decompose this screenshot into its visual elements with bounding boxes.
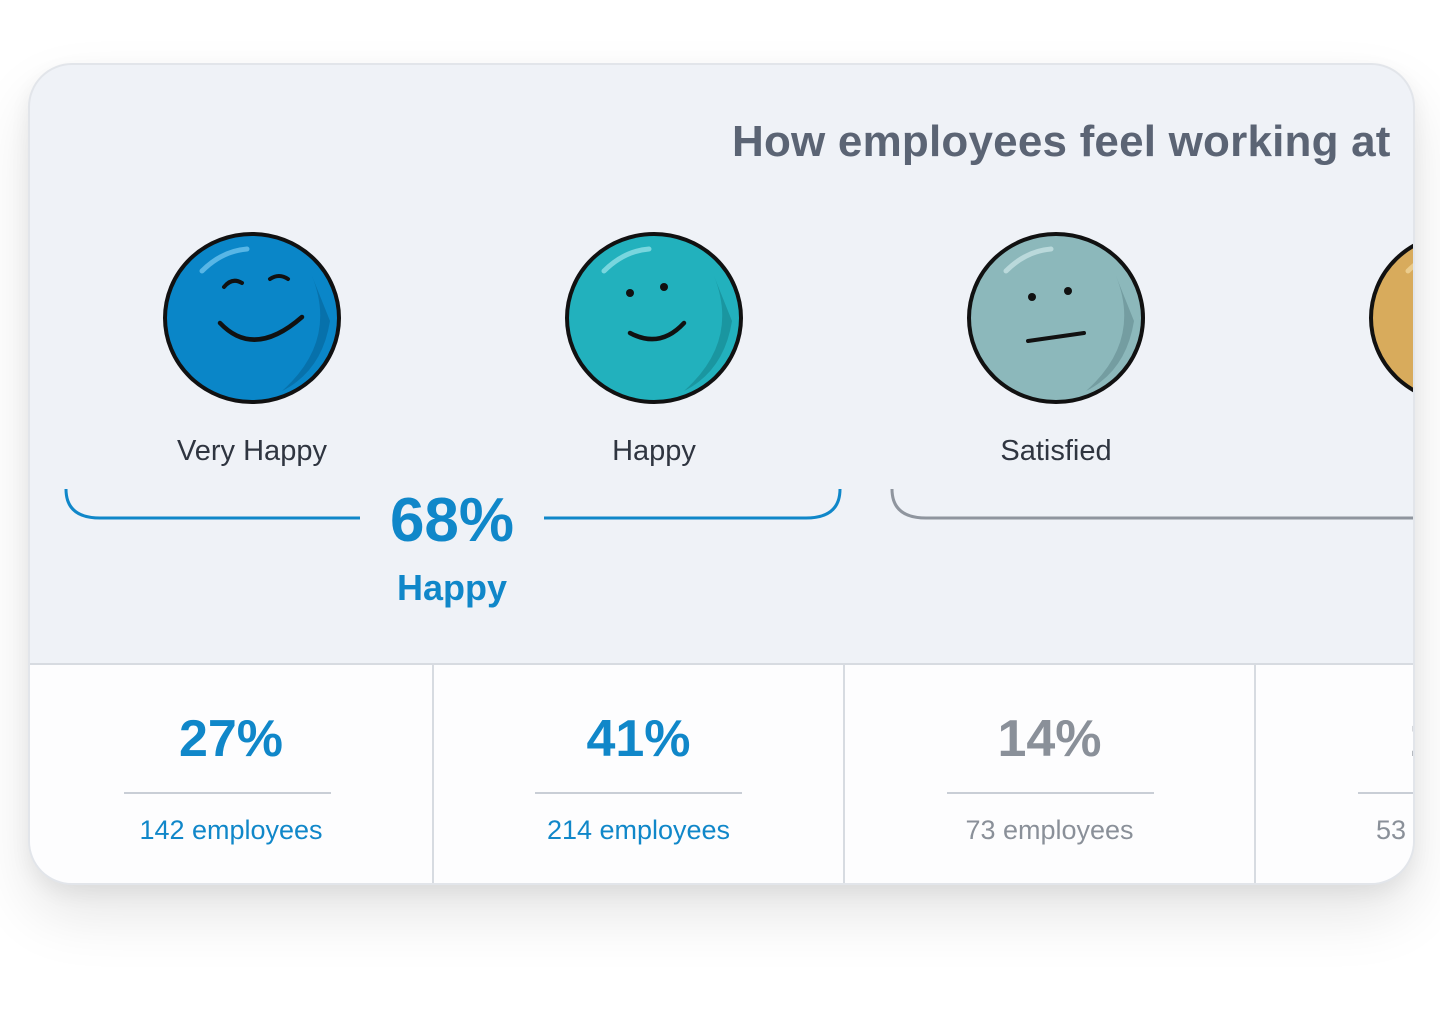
unhappy-group-bracket [890,488,1413,520]
stat-cell-unhappy: 1 53 e [1256,665,1413,883]
happy-face-icon [564,231,744,405]
mood-label-satisfied: Satisfied [1000,435,1112,467]
happy-summary-label: Happy [396,567,508,608]
happy-summary-percent: 68% [389,486,515,555]
stat-percent: 41% [586,710,691,768]
stat-divider [947,792,1154,794]
happy-group-bracket [64,488,1413,520]
stat-employee-count: 142 employees [139,815,323,845]
stat-divider [124,792,331,794]
mood-summary-card: How employees feel working at Very Happy… [28,63,1415,885]
mood-label-happy: Happy [612,435,696,467]
very-happy-face-icon [162,231,342,405]
neutral-face-icon [966,231,1146,405]
stat-percent: 1 [1238,709,1413,769]
stat-employee-count: 214 employees [546,815,731,845]
stat-employee-count: 53 e [1376,815,1413,845]
stat-percent: 14% [997,710,1102,768]
stat-divider [1358,792,1413,794]
mood-label-very-happy: Very Happy [177,435,327,467]
stat-cell-satisfied: 14% 73 employees [845,665,1256,883]
stat-employee-count: 73 employees [965,815,1134,845]
stat-divider [535,792,742,794]
stat-percent: 27% [178,710,284,768]
stats-row: 27% 142 employees 41% 214 employees 14% … [30,663,1413,883]
stat-cell-very-happy: 27% 142 employees [30,665,434,883]
stat-cell-happy: 41% 214 employees [434,665,845,883]
card-title: How employees feel working at [732,117,1391,166]
unhappy-face-icon [1368,231,1413,405]
